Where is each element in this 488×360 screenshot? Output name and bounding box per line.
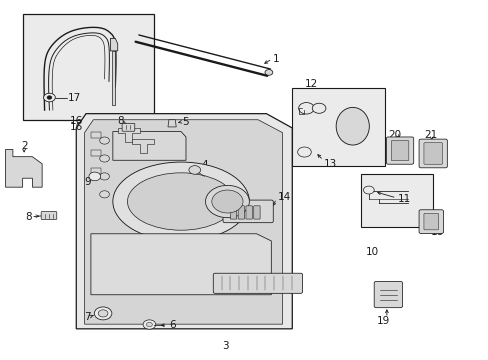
FancyBboxPatch shape [253, 206, 260, 219]
Circle shape [211, 190, 243, 213]
Text: 18: 18 [429, 227, 443, 237]
Circle shape [100, 191, 109, 198]
Bar [22, 14, 154, 120]
Text: 21: 21 [423, 130, 436, 140]
Bar [360, 174, 432, 227]
Bar [292, 88, 384, 166]
FancyBboxPatch shape [238, 206, 244, 219]
Polygon shape [110, 39, 118, 51]
Text: 2: 2 [21, 141, 27, 151]
Circle shape [363, 186, 373, 194]
Polygon shape [5, 149, 42, 187]
Circle shape [205, 185, 249, 218]
FancyBboxPatch shape [418, 139, 447, 168]
Text: 16: 16 [69, 116, 83, 126]
Ellipse shape [113, 162, 249, 241]
Polygon shape [76, 114, 292, 329]
Bar [91, 168, 101, 174]
Circle shape [100, 137, 109, 144]
FancyBboxPatch shape [213, 273, 302, 293]
Circle shape [89, 172, 101, 181]
Text: 10: 10 [365, 247, 378, 257]
Circle shape [298, 103, 314, 114]
FancyBboxPatch shape [41, 212, 57, 220]
Text: 17: 17 [68, 93, 81, 103]
Circle shape [43, 93, 55, 102]
Text: 8: 8 [25, 212, 32, 221]
Text: 1: 1 [272, 54, 279, 64]
Circle shape [143, 320, 156, 329]
FancyBboxPatch shape [373, 282, 402, 308]
Ellipse shape [335, 107, 368, 145]
Circle shape [146, 322, 152, 327]
Text: 13: 13 [323, 159, 336, 169]
Text: 4: 4 [201, 160, 207, 170]
Text: 20: 20 [387, 130, 401, 140]
Bar [91, 150, 101, 156]
Text: 5: 5 [182, 117, 188, 127]
FancyBboxPatch shape [230, 206, 236, 219]
FancyBboxPatch shape [423, 143, 442, 164]
FancyBboxPatch shape [390, 140, 408, 161]
Circle shape [98, 310, 108, 317]
Circle shape [47, 96, 52, 99]
FancyBboxPatch shape [223, 200, 273, 223]
Text: 6: 6 [168, 320, 175, 330]
Circle shape [312, 103, 325, 113]
Circle shape [297, 147, 311, 157]
Polygon shape [84, 120, 282, 324]
Text: 16: 16 [69, 122, 83, 132]
Text: 14: 14 [277, 192, 290, 202]
Circle shape [100, 173, 109, 180]
Text: 7: 7 [84, 312, 91, 322]
Text: 3: 3 [221, 341, 228, 351]
Circle shape [100, 155, 109, 162]
FancyBboxPatch shape [386, 137, 413, 164]
Text: 12: 12 [305, 79, 318, 89]
Text: 9: 9 [84, 177, 91, 187]
Text: 15: 15 [165, 278, 178, 288]
Polygon shape [112, 51, 115, 105]
FancyBboxPatch shape [423, 213, 438, 230]
Polygon shape [91, 234, 271, 295]
Polygon shape [167, 120, 176, 127]
Circle shape [188, 166, 200, 174]
Ellipse shape [127, 173, 234, 230]
Circle shape [94, 307, 112, 320]
Bar [91, 132, 101, 138]
Polygon shape [132, 139, 154, 153]
Text: 8: 8 [117, 116, 123, 126]
Text: 19: 19 [376, 316, 389, 325]
FancyBboxPatch shape [418, 210, 443, 233]
Polygon shape [113, 132, 185, 160]
Circle shape [264, 69, 272, 75]
FancyBboxPatch shape [122, 123, 135, 131]
Polygon shape [118, 128, 140, 142]
Text: 11: 11 [397, 194, 410, 204]
FancyBboxPatch shape [245, 206, 252, 219]
